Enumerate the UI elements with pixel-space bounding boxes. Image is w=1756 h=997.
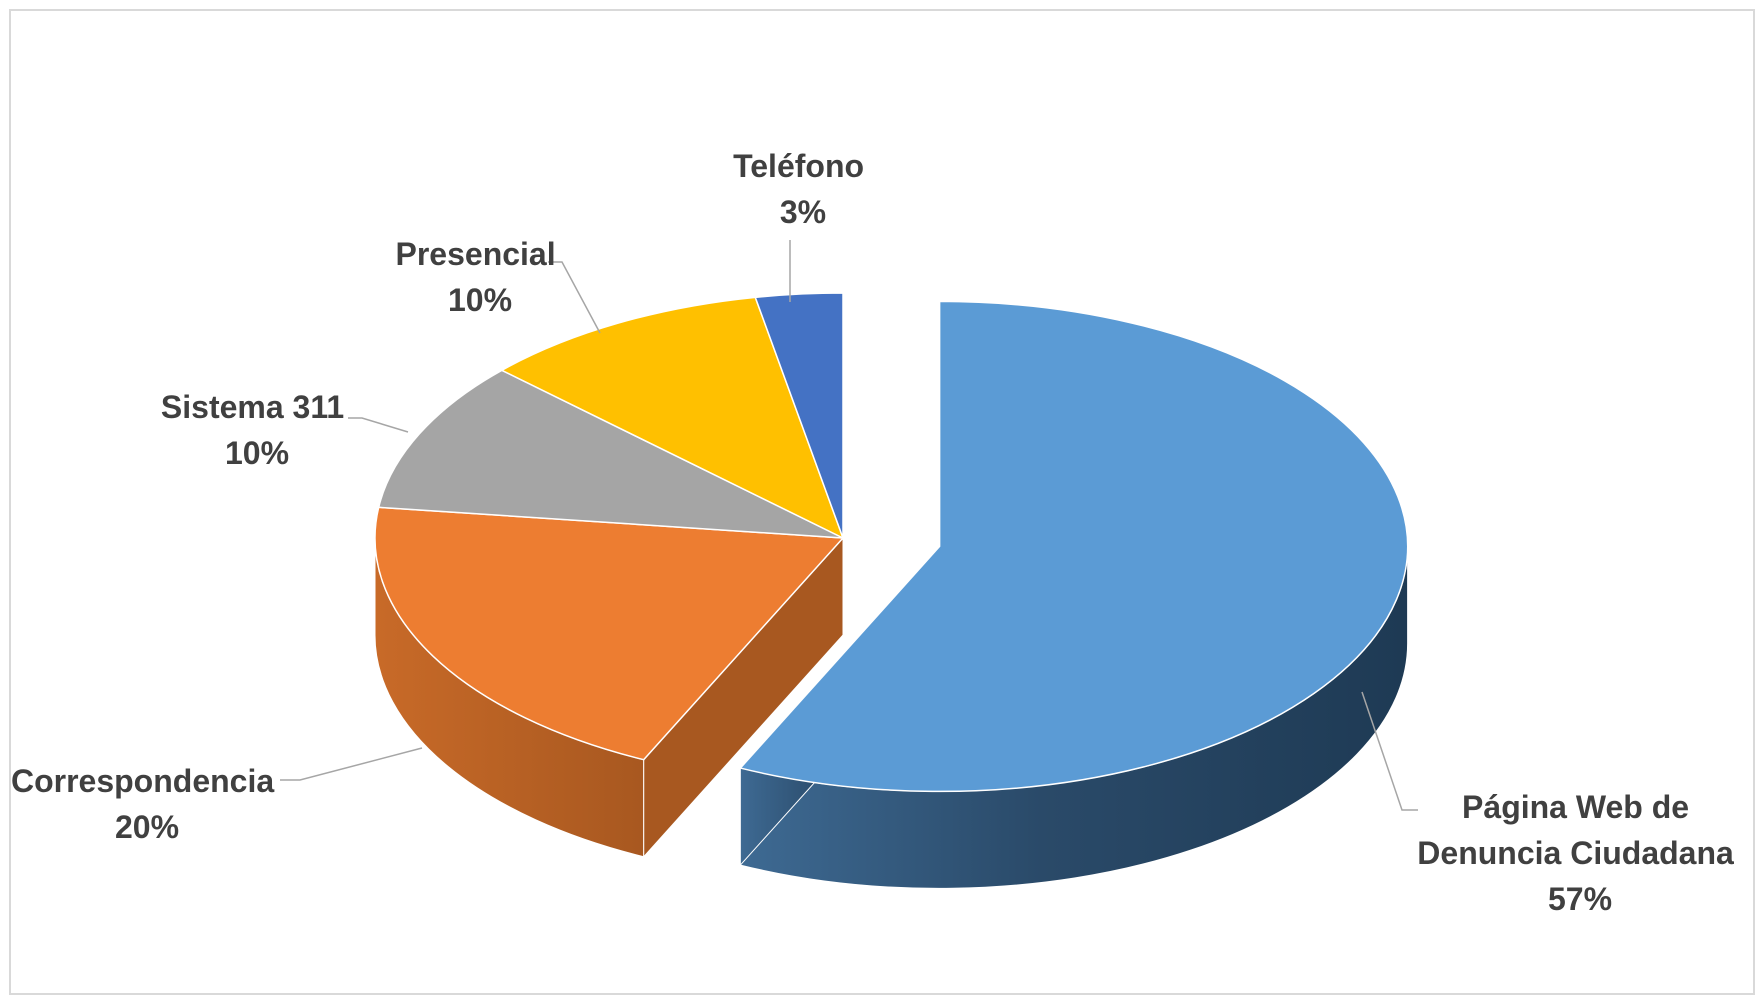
slice-label-web: Página Web de Denuncia Ciudadana 57%: [1417, 789, 1742, 917]
slice-pagina-web-de-denuncia-ciudadana: [738, 300, 1409, 793]
slice-correspondencia: [374, 506, 845, 761]
leader-sistema-311: [348, 417, 409, 433]
slice-label-telefono: Teléfono 3%: [733, 148, 873, 230]
leader-presencial: [548, 261, 601, 334]
slice-presencial: [500, 296, 845, 540]
leader-web: [1361, 691, 1418, 811]
slice-label-presencial: Presencial 10%: [396, 236, 565, 318]
leader-lines: [280, 240, 1418, 811]
slice-label-correspondencia: Correspondencia 20%: [11, 763, 283, 845]
leader-correspondencia: [280, 747, 423, 781]
slice-telefono: [754, 292, 844, 539]
slice-sistema-311: [377, 369, 844, 539]
slice-label-sistema-311: Sistema 311 10%: [161, 389, 353, 471]
